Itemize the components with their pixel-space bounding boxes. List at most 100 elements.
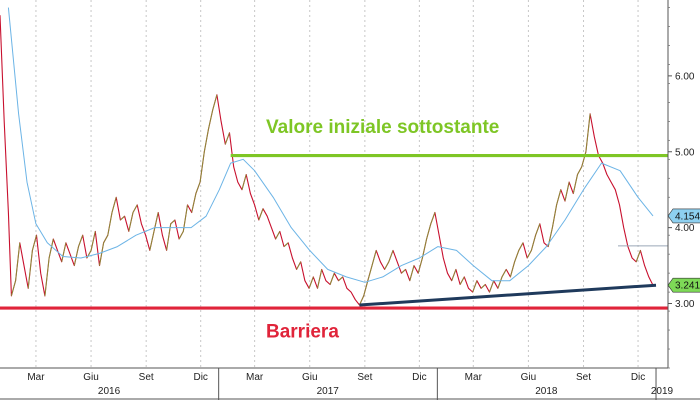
- price-up-segment: [585, 113, 591, 152]
- price-up-segment: [149, 231, 155, 251]
- price-up-segment: [635, 250, 641, 262]
- price-up-segment: [258, 208, 264, 221]
- price-up-segment: [27, 250, 33, 289]
- price-up-segment: [98, 242, 105, 266]
- price-up-segment: [371, 250, 377, 266]
- y-tick-label: 5.00: [675, 147, 695, 158]
- price-up-segment: [421, 238, 428, 259]
- price-up-segment: [31, 235, 38, 251]
- price-up-segment: [509, 261, 516, 278]
- price-up-segment: [44, 257, 50, 296]
- price-up-segment: [497, 276, 503, 289]
- price-up-segment: [296, 261, 302, 270]
- barrier-annotation: Barriera: [266, 322, 339, 343]
- price-up-segment: [153, 212, 159, 232]
- price-up-segment: [577, 166, 583, 175]
- price-up-segment: [15, 242, 21, 281]
- price-up-segment: [518, 242, 524, 251]
- series-layer: [0, 7, 654, 306]
- x-tick-label: Dic: [193, 372, 207, 383]
- x-tick-label: Set: [357, 372, 372, 383]
- year-label: 2017: [317, 386, 340, 397]
- price-up-segment: [451, 269, 457, 281]
- x-tick-label: Set: [139, 372, 154, 383]
- price-up-segment: [514, 250, 520, 262]
- initial-value-annotation: Valore iniziale sottostante: [266, 117, 499, 138]
- y-tick-label: 4.00: [675, 223, 695, 234]
- price-up-segment: [363, 280, 369, 297]
- price-up-segment: [388, 250, 394, 262]
- price-up-segment: [384, 261, 390, 270]
- annotation-layer: Valore iniziale sottostante Barriera: [266, 117, 499, 343]
- price-up-segment: [417, 257, 423, 274]
- price-up-segment: [409, 265, 415, 281]
- x-tick-label: Mar: [27, 372, 45, 383]
- price-up-segment: [128, 212, 134, 232]
- price-up-segment: [472, 280, 478, 293]
- price-up-segment: [367, 265, 373, 281]
- y-tick-label: 3.00: [675, 299, 695, 310]
- price-up-segment: [317, 269, 323, 289]
- price-up-segment: [191, 193, 197, 213]
- x-tick-label: Mar: [465, 372, 483, 383]
- price-up-segment: [107, 212, 113, 236]
- price-up-segment: [526, 250, 532, 259]
- x-tick-label: Set: [576, 372, 591, 383]
- year-label: 2016: [98, 386, 121, 397]
- price-up-segment: [73, 246, 79, 266]
- price-up-segment: [212, 94, 218, 111]
- price-up-segment: [551, 204, 558, 228]
- year-label: 2019: [651, 386, 674, 397]
- price-up-segment: [535, 223, 541, 236]
- year-label: 2018: [535, 386, 558, 397]
- x-tick-label: Mar: [246, 372, 264, 383]
- price-up-segment: [572, 174, 579, 194]
- price-up-segment: [207, 109, 214, 130]
- price-up-segment: [401, 268, 406, 274]
- trend-line: [359, 283, 657, 307]
- current-value-badge: [667, 208, 700, 224]
- price-up-segment: [103, 234, 109, 244]
- price-up-segment: [195, 181, 201, 194]
- price-up-segment: [459, 276, 465, 285]
- price-up-segment: [170, 219, 176, 225]
- price-up-segment: [199, 151, 205, 183]
- price-up-segment: [308, 276, 314, 289]
- price-up-segment: [564, 181, 570, 202]
- price-up-segment: [111, 197, 117, 213]
- price-up-segment: [203, 128, 209, 152]
- price-up-segment: [241, 174, 247, 190]
- x-tick-label: Giu: [83, 372, 99, 383]
- price-up-segment: [132, 204, 138, 213]
- current-value-label: 3.241: [675, 281, 700, 292]
- price-up-segment: [430, 212, 436, 225]
- x-tick-label: Dic: [412, 372, 426, 383]
- current-value-label: 4.1542: [675, 211, 700, 222]
- price-up-segment: [480, 284, 486, 289]
- price-up-segment: [501, 269, 507, 278]
- price-up-segment: [275, 231, 281, 240]
- price-up-segment: [488, 280, 495, 293]
- price-up-segment: [283, 242, 289, 247]
- price-up-segment: [556, 189, 562, 205]
- current-value-badge: [667, 277, 700, 293]
- price-up-segment: [120, 215, 125, 221]
- price-up-segment: [224, 132, 230, 145]
- moving-average-line: [7, 7, 654, 283]
- price-up-segment: [166, 223, 172, 251]
- price-up-segment: [182, 204, 189, 232]
- reference-layer: [0, 153, 668, 310]
- x-tick-label: Giu: [302, 372, 318, 383]
- price-up-segment: [78, 235, 84, 247]
- price-up-segment: [90, 231, 96, 251]
- price-up-segment: [61, 242, 67, 262]
- price-up-segment: [426, 223, 432, 240]
- x-tick-label: Giu: [521, 372, 537, 383]
- x-tick-label: Dic: [631, 372, 645, 383]
- y-tick-label: 6.00: [675, 71, 695, 82]
- price-up-segment: [329, 272, 335, 285]
- price-up-segment: [338, 276, 344, 282]
